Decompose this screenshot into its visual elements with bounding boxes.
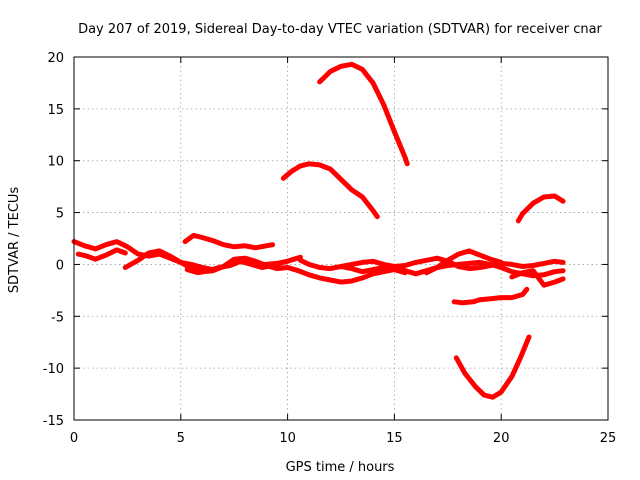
- x-tick-label: 25: [600, 431, 617, 446]
- series-arc-13: [453, 334, 532, 400]
- y-tick-labels: -15 -10 -5 0 5 10 15 20: [43, 51, 64, 429]
- x-axis-label: GPS time / hours: [286, 460, 395, 475]
- data-series: [71, 61, 566, 400]
- series-arc-8: [423, 248, 504, 276]
- y-tick-label: 20: [47, 51, 64, 66]
- y-tick-label: 10: [47, 155, 64, 170]
- x-tick-label: 20: [493, 431, 510, 446]
- x-tick-labels: 0 5 10 15 20 25: [70, 431, 616, 446]
- series-arc-5: [184, 254, 303, 276]
- y-tick-label: -15: [43, 414, 64, 429]
- x-tick-label: 5: [177, 431, 185, 446]
- series-arc-7: [338, 259, 566, 279]
- series-arc-11: [515, 193, 566, 224]
- series-arc-14: [509, 268, 566, 288]
- y-tick-label: 15: [47, 103, 64, 118]
- chart-title: Day 207 of 2019, Sidereal Day-to-day VTE…: [78, 22, 602, 37]
- x-tick-label: 0: [70, 431, 78, 446]
- y-tick-label: 5: [56, 207, 64, 222]
- series-arc-4: [182, 232, 276, 251]
- y-tick-label: 0: [56, 258, 64, 273]
- plot-frame: [73, 56, 609, 421]
- y-tick-label: -5: [51, 310, 64, 325]
- series-arc-9: [280, 161, 380, 220]
- series-arc-10: [317, 61, 410, 167]
- grid: [74, 57, 608, 420]
- y-tick-label: -10: [43, 362, 64, 377]
- y-axis-label: SDTVAR / TECUs: [7, 187, 22, 294]
- series-arc-12: [451, 286, 530, 306]
- series-arc-2: [75, 247, 128, 262]
- x-tick-label: 15: [386, 431, 403, 446]
- x-tick-label: 10: [279, 431, 296, 446]
- axis-ticks: [73, 56, 609, 421]
